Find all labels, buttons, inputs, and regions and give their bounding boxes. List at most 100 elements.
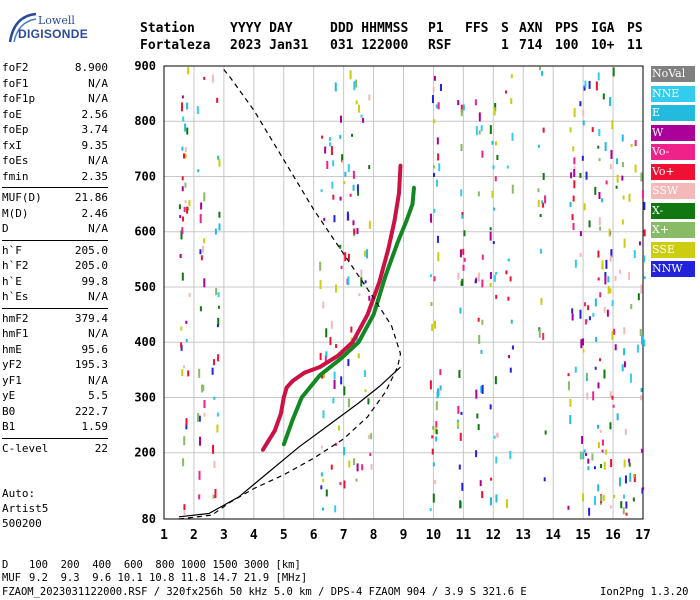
noise-echo bbox=[344, 171, 347, 177]
noise-echo bbox=[324, 355, 327, 365]
noise-echo bbox=[431, 435, 434, 439]
noise-echo bbox=[333, 379, 336, 389]
noise-echo bbox=[616, 413, 619, 421]
param-row: h`E 99.8 bbox=[2, 274, 108, 290]
param-value: 95.6 bbox=[81, 342, 109, 356]
noise-echo bbox=[477, 317, 480, 322]
noise-echo bbox=[202, 384, 205, 391]
noise-echo bbox=[462, 248, 465, 255]
noise-echo bbox=[489, 125, 492, 135]
noise-echo bbox=[582, 349, 585, 353]
noise-echo bbox=[366, 249, 369, 259]
noise-echo bbox=[613, 494, 616, 498]
param-label: foE bbox=[2, 107, 22, 121]
noise-echo bbox=[510, 98, 513, 105]
noise-echo bbox=[217, 292, 220, 298]
noise-echo bbox=[495, 494, 498, 503]
noise-echo bbox=[581, 435, 584, 444]
noise-echo bbox=[641, 487, 644, 494]
noise-echo bbox=[584, 80, 587, 88]
param-row: h`Es N/A bbox=[2, 289, 108, 305]
param-label: C-level bbox=[2, 441, 49, 455]
noise-echo bbox=[623, 327, 626, 335]
x-tick-label: 17 bbox=[635, 528, 651, 543]
noise-echo bbox=[598, 129, 601, 137]
noise-echo bbox=[632, 497, 635, 502]
noise-echo bbox=[601, 449, 604, 453]
trace-point bbox=[383, 274, 388, 278]
param-row: fxI 9.35 bbox=[2, 138, 108, 154]
noise-echo bbox=[323, 217, 326, 221]
noise-echo bbox=[637, 293, 640, 301]
noise-echo bbox=[609, 255, 612, 262]
noise-echo bbox=[579, 173, 582, 179]
footer-d-label: D bbox=[2, 559, 9, 571]
noise-echo bbox=[433, 75, 436, 81]
noise-echo bbox=[435, 429, 438, 435]
noise-echo bbox=[198, 415, 201, 422]
noise-echo bbox=[187, 206, 190, 211]
noise-echo bbox=[541, 200, 544, 204]
noise-echo bbox=[357, 104, 360, 113]
param-value: 205.0 bbox=[74, 259, 108, 272]
noise-echo bbox=[439, 369, 442, 376]
noise-echo bbox=[493, 207, 496, 211]
noise-echo bbox=[322, 372, 325, 379]
noise-echo bbox=[612, 404, 615, 408]
noise-echo bbox=[430, 302, 433, 307]
noise-echo bbox=[329, 337, 332, 346]
param-value: 2.35 bbox=[81, 169, 109, 183]
noise-echo bbox=[188, 292, 191, 297]
noise-echo bbox=[213, 396, 216, 400]
x-tick-label: 14 bbox=[545, 528, 561, 543]
noise-echo bbox=[333, 371, 336, 380]
legend-item: X+ bbox=[651, 222, 695, 238]
trace-point bbox=[397, 191, 401, 195]
noise-echo bbox=[459, 432, 462, 441]
noise-echo bbox=[432, 493, 435, 503]
noise-echo bbox=[607, 276, 610, 283]
plot-frame bbox=[163, 65, 644, 520]
noise-echo bbox=[489, 227, 492, 231]
noise-echo bbox=[364, 389, 367, 393]
noise-echo bbox=[321, 135, 324, 139]
noise-echo bbox=[614, 344, 617, 351]
param-row: hmF1 N/A bbox=[2, 326, 108, 342]
noise-echo bbox=[638, 241, 641, 246]
noise-echo bbox=[582, 493, 585, 502]
noise-echo bbox=[181, 176, 184, 181]
param-row: h`F2 205.0 bbox=[2, 258, 108, 274]
noise-echo bbox=[496, 432, 499, 438]
noise-echo bbox=[459, 500, 462, 509]
noise-echo bbox=[572, 223, 575, 231]
noise-echo bbox=[435, 104, 438, 109]
noise-echo bbox=[633, 250, 636, 259]
noise-echo bbox=[583, 449, 586, 453]
noise-echo bbox=[481, 491, 484, 499]
noise-echo bbox=[184, 153, 187, 159]
noise-echo bbox=[335, 344, 338, 349]
noise-echo bbox=[350, 326, 353, 333]
series-x-trace bbox=[281, 187, 416, 446]
noise-echo bbox=[582, 452, 585, 460]
trace-point bbox=[386, 246, 391, 251]
noise-echo bbox=[573, 157, 576, 165]
noise-echo bbox=[463, 230, 466, 237]
noise-echo bbox=[504, 90, 507, 94]
noise-echo bbox=[320, 472, 323, 477]
noise-echo bbox=[202, 245, 205, 253]
param-label: M(D) bbox=[2, 206, 29, 220]
noise-echo bbox=[186, 102, 189, 110]
noise-echo bbox=[463, 257, 466, 262]
series-o-trace bbox=[261, 165, 403, 451]
param-row: foF2 8.900 bbox=[2, 60, 108, 76]
trace-point bbox=[338, 356, 343, 361]
noise-echo bbox=[433, 208, 436, 213]
header-station-value: Fortaleza bbox=[140, 38, 211, 53]
param-row: foEs N/A bbox=[2, 153, 108, 169]
noise-echo bbox=[642, 487, 645, 491]
header-station-label: Station bbox=[140, 21, 195, 36]
noise-echo bbox=[215, 288, 218, 296]
noise-echo bbox=[540, 297, 543, 305]
noise-echo bbox=[435, 401, 438, 411]
